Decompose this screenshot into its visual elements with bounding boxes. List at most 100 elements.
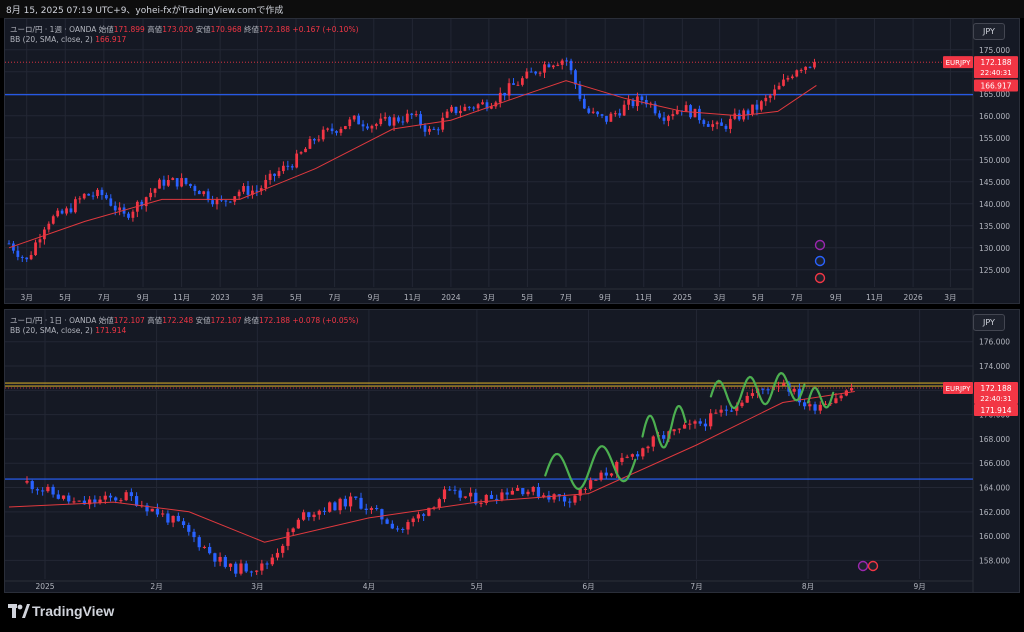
- bb-tag: [974, 79, 1018, 92]
- candle-body: [118, 207, 122, 211]
- lightning-icon: [857, 560, 869, 572]
- candle-body: [301, 512, 306, 520]
- candle-body: [467, 106, 471, 108]
- candle-body: [411, 518, 415, 523]
- candle-body: [698, 421, 702, 424]
- legend-symbol: ユーロ/円 · 1日 · OANDA: [10, 316, 97, 325]
- candle-body: [162, 179, 166, 186]
- candle-body: [41, 490, 45, 492]
- price-tag: [974, 56, 1018, 79]
- candle-body: [140, 201, 144, 207]
- y-tick-label: 166.000: [979, 459, 1010, 468]
- candle-body: [295, 153, 299, 168]
- candle-body: [422, 514, 426, 516]
- candle-body: [711, 124, 715, 127]
- candle-body: [361, 124, 365, 127]
- calendar-icon: [814, 272, 826, 284]
- y-tick-label: 174.000: [979, 362, 1010, 371]
- candle-body: [689, 105, 692, 118]
- legend-high-label: 高値: [147, 316, 163, 325]
- candle-body: [782, 383, 786, 386]
- candle-body: [792, 388, 796, 392]
- candle-body: [802, 402, 807, 407]
- y-tick-label: 130.000: [979, 244, 1010, 253]
- candle-body: [808, 404, 812, 407]
- candle-body: [145, 505, 149, 512]
- candle-body: [228, 563, 233, 567]
- x-tick-label: 7月: [98, 293, 110, 302]
- candle-body: [30, 481, 34, 490]
- candle-body: [582, 98, 586, 109]
- candle-body: [100, 189, 104, 196]
- candle-body: [20, 256, 24, 258]
- candle-body: [192, 531, 196, 538]
- x-tick-label: 7月: [791, 293, 803, 302]
- candle-body: [419, 114, 422, 126]
- candle-body: [246, 186, 250, 195]
- x-tick-label: 11月: [173, 293, 190, 302]
- candle-body: [72, 501, 76, 503]
- legend-line-bb: BB (20, SMA, close, 2) 166.917: [10, 35, 126, 44]
- candle-body: [370, 125, 374, 129]
- candle-body: [484, 494, 488, 504]
- candle-body: [503, 92, 507, 96]
- candle-body: [206, 191, 210, 201]
- symbol-tag: [943, 382, 973, 395]
- candle-body: [180, 178, 183, 187]
- legend-indicator: BB (20, SMA, close, 2): [10, 326, 93, 335]
- candle-body: [578, 84, 582, 99]
- candle-body: [538, 72, 542, 74]
- candle-body: [531, 486, 535, 492]
- candle-body: [339, 128, 343, 133]
- candle-body: [640, 96, 644, 101]
- bb-tag: [974, 404, 1018, 417]
- legend-high-label: 高値: [147, 25, 163, 34]
- candle-body: [228, 201, 232, 203]
- candle-body: [609, 113, 613, 122]
- candle-body: [672, 429, 676, 432]
- chart-pane-daily[interactable]: 176.000174.000172.000170.000168.000166.0…: [4, 309, 1020, 593]
- candle-body: [149, 192, 152, 198]
- chart-weekly[interactable]: 175.000170.000165.000160.000155.000150.0…: [5, 19, 1020, 304]
- candle-body: [557, 494, 561, 497]
- candle-body: [270, 557, 274, 565]
- candle-body: [512, 83, 515, 85]
- chart-daily[interactable]: 176.000174.000172.000170.000168.000166.0…: [5, 310, 1020, 593]
- candle-body: [799, 69, 803, 71]
- y-tick-label: 162.000: [979, 508, 1010, 517]
- candle-body: [69, 208, 73, 213]
- candle-body: [547, 64, 551, 68]
- candle-body: [605, 115, 608, 122]
- currency-button[interactable]: JPY: [973, 314, 1005, 331]
- candle-body: [521, 78, 524, 85]
- candle-body: [534, 71, 538, 74]
- price-tag-countdown: 22:40:31: [980, 69, 1011, 77]
- x-tick-label: 11月: [866, 293, 883, 302]
- candle-body: [703, 423, 708, 427]
- candle-body: [189, 183, 192, 187]
- candle-body: [834, 398, 838, 404]
- globe-icon: [814, 255, 826, 267]
- tradingview-logo-icon: [8, 604, 30, 618]
- x-tick-label: 9月: [913, 582, 925, 591]
- candle-body: [839, 395, 843, 399]
- candle-body: [317, 139, 321, 141]
- y-tick-label: 160.000: [979, 532, 1010, 541]
- candle-body: [260, 563, 264, 571]
- candle-body: [702, 120, 706, 124]
- candle-body: [755, 104, 759, 110]
- candle-body: [153, 188, 157, 193]
- x-tick-label: 5月: [752, 293, 764, 302]
- candle-body: [782, 79, 785, 86]
- candle-body: [113, 205, 117, 211]
- chart-pane-weekly[interactable]: 175.000170.000165.000160.000155.000150.0…: [4, 18, 1020, 304]
- x-tick-label: 7月: [560, 293, 572, 302]
- candle-body: [507, 83, 511, 96]
- candle-body: [38, 239, 42, 243]
- candle-body: [578, 488, 582, 496]
- currency-button[interactable]: JPY: [973, 23, 1005, 40]
- x-tick-label: 5月: [290, 293, 302, 302]
- candle-body: [635, 454, 640, 457]
- candle-body: [307, 512, 311, 518]
- candle-body: [724, 409, 728, 411]
